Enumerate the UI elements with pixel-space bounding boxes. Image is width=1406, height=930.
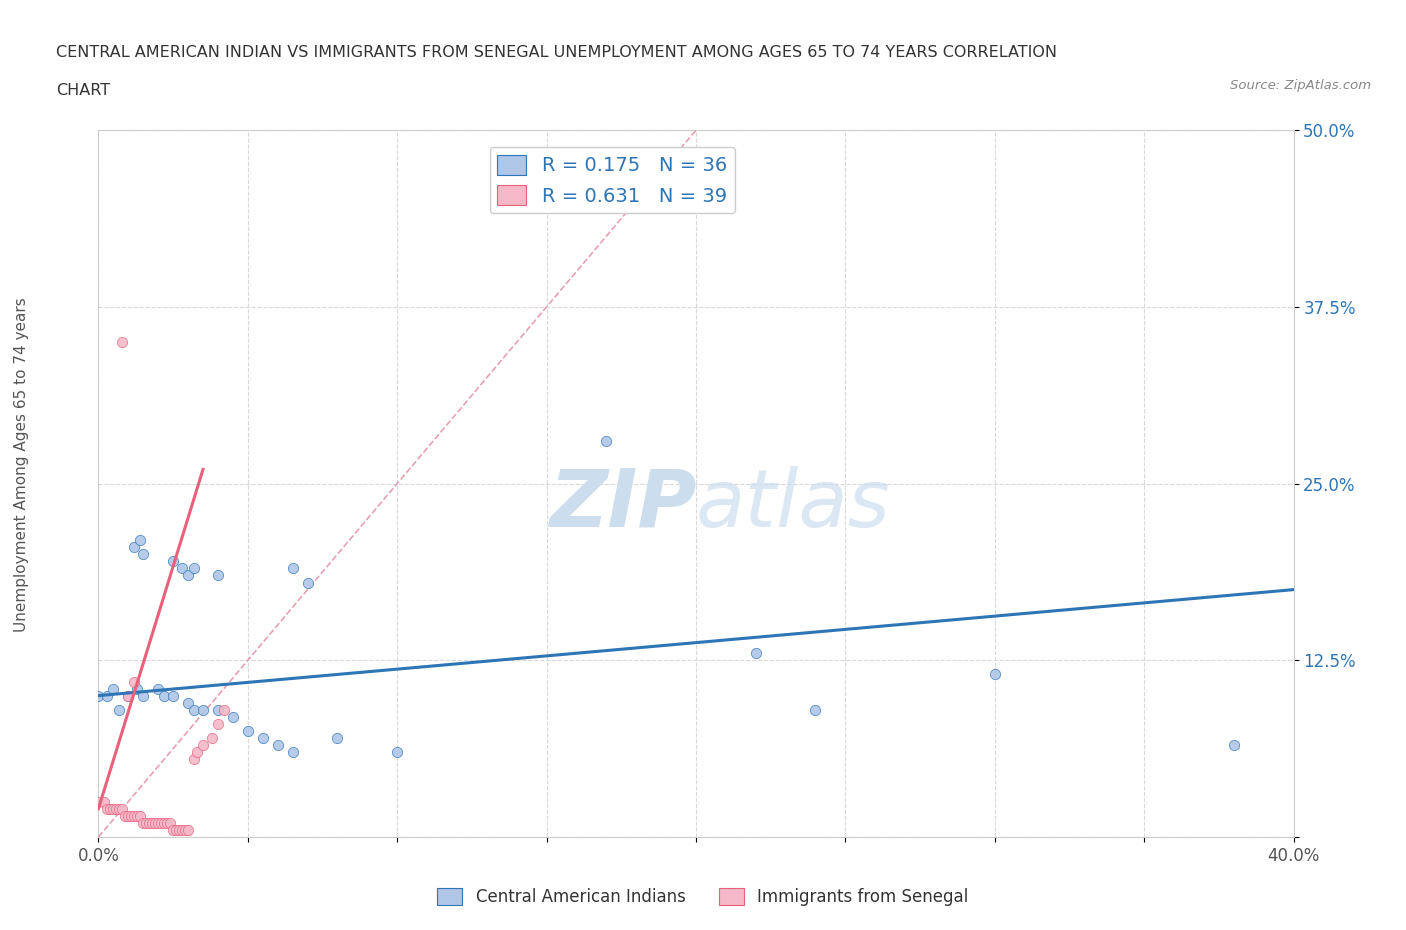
Point (132, 688, 155, 703)
Point (111, 802, 134, 817)
Point (96, 802, 118, 817)
Point (207, 568, 229, 583)
Point (135, 816, 157, 830)
Point (143, 816, 166, 830)
Point (174, 822, 197, 837)
Point (153, 688, 176, 703)
Text: ZIP: ZIP (548, 466, 696, 544)
Point (191, 737, 214, 752)
Point (156, 816, 179, 830)
Legend: Central American Indians, Immigrants from Senegal: Central American Indians, Immigrants fro… (430, 881, 976, 912)
Point (114, 808, 136, 823)
Point (207, 716, 229, 731)
Point (150, 816, 173, 830)
Point (172, 822, 194, 837)
Point (124, 674, 146, 689)
Point (96, 688, 118, 703)
Point (117, 688, 139, 703)
Point (177, 568, 200, 583)
Point (183, 751, 205, 766)
Point (87, 794, 110, 809)
Point (745, 645, 768, 660)
Point (108, 802, 131, 817)
Point (172, 561, 194, 576)
Point (595, 433, 617, 448)
Point (252, 731, 274, 746)
Point (162, 688, 184, 703)
Point (105, 802, 128, 817)
Point (103, 802, 125, 817)
Point (207, 702, 229, 717)
Point (111, 335, 134, 350)
Legend: R = 0.175   N = 36, R = 0.631   N = 39: R = 0.175 N = 36, R = 0.631 N = 39 (489, 147, 735, 213)
Point (162, 822, 184, 837)
Point (129, 533, 152, 548)
Point (236, 724, 259, 738)
Point (124, 808, 146, 823)
Point (124, 539, 146, 554)
Point (138, 816, 160, 830)
Point (108, 702, 131, 717)
Point (129, 808, 152, 823)
Point (165, 822, 187, 837)
Point (132, 547, 155, 562)
Point (93, 794, 115, 809)
Point (98, 802, 122, 817)
Point (186, 745, 208, 760)
Point (167, 822, 190, 837)
Point (127, 681, 149, 696)
Point (326, 731, 349, 746)
Point (117, 688, 139, 703)
Point (1223, 737, 1246, 752)
Text: Unemployment Among Ages 65 to 74 years: Unemployment Among Ages 65 to 74 years (14, 298, 28, 632)
Point (87, 688, 110, 703)
Point (183, 561, 205, 576)
Text: atlas: atlas (696, 466, 891, 544)
Point (148, 681, 170, 696)
Text: CHART: CHART (56, 83, 110, 98)
Point (385, 745, 409, 760)
Point (183, 702, 205, 717)
Point (177, 696, 200, 711)
Point (162, 554, 184, 569)
Point (281, 561, 304, 576)
Point (177, 822, 200, 837)
Point (120, 808, 142, 823)
Text: CENTRAL AMERICAN INDIAN VS IMMIGRANTS FROM SENEGAL UNEMPLOYMENT AMONG AGES 65 TO: CENTRAL AMERICAN INDIAN VS IMMIGRANTS FR… (56, 46, 1057, 60)
Point (201, 731, 224, 746)
Point (127, 808, 149, 823)
Point (153, 816, 176, 830)
Point (103, 681, 125, 696)
Point (132, 816, 155, 830)
Point (117, 808, 139, 823)
Text: Source: ZipAtlas.com: Source: ZipAtlas.com (1230, 79, 1371, 92)
Point (804, 702, 827, 717)
Point (281, 745, 304, 760)
Point (159, 816, 181, 830)
Point (148, 816, 170, 830)
Point (141, 816, 163, 830)
Point (191, 702, 214, 717)
Point (267, 737, 290, 752)
Point (212, 702, 235, 717)
Point (222, 710, 245, 724)
Point (297, 575, 319, 590)
Point (983, 667, 1005, 682)
